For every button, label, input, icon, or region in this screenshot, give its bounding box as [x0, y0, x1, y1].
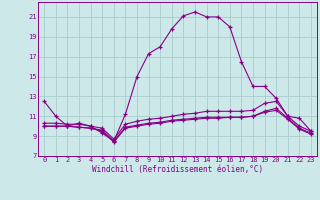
- X-axis label: Windchill (Refroidissement éolien,°C): Windchill (Refroidissement éolien,°C): [92, 165, 263, 174]
